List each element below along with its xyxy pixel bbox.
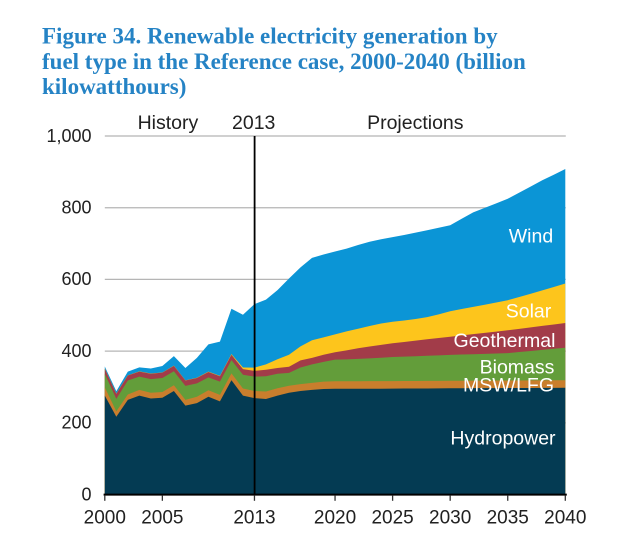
- svg-text:0: 0: [81, 484, 91, 504]
- svg-text:1,000: 1,000: [46, 126, 91, 146]
- svg-text:fuel type in the Reference cas: fuel type in the Reference case, 2000-20…: [42, 49, 526, 74]
- svg-text:800: 800: [61, 197, 91, 217]
- svg-text:Figure 34. Renewable electrici: Figure 34. Renewable electricity generat…: [42, 24, 498, 49]
- svg-text:2040: 2040: [544, 507, 586, 528]
- svg-text:History: History: [138, 112, 199, 134]
- svg-text:2030: 2030: [429, 507, 471, 528]
- svg-text:2035: 2035: [487, 507, 529, 528]
- svg-text:400: 400: [61, 341, 91, 361]
- svg-text:Projections: Projections: [367, 112, 464, 134]
- svg-text:2000: 2000: [84, 507, 126, 528]
- svg-text:2013: 2013: [232, 112, 275, 134]
- svg-text:2020: 2020: [314, 507, 356, 528]
- svg-text:Wind: Wind: [509, 225, 553, 247]
- svg-text:2013: 2013: [233, 507, 275, 528]
- svg-text:Biomass: Biomass: [480, 357, 555, 379]
- svg-text:Hydropower: Hydropower: [450, 428, 556, 450]
- svg-text:Solar: Solar: [506, 301, 552, 323]
- svg-text:600: 600: [61, 269, 91, 289]
- svg-text:MSW/LFG: MSW/LFG: [463, 374, 554, 396]
- svg-text:200: 200: [61, 413, 91, 433]
- svg-text:kilowatthours): kilowatthours): [42, 74, 186, 99]
- svg-text:Geothermal: Geothermal: [454, 330, 556, 352]
- svg-text:2005: 2005: [141, 507, 183, 528]
- svg-text:2025: 2025: [371, 507, 413, 528]
